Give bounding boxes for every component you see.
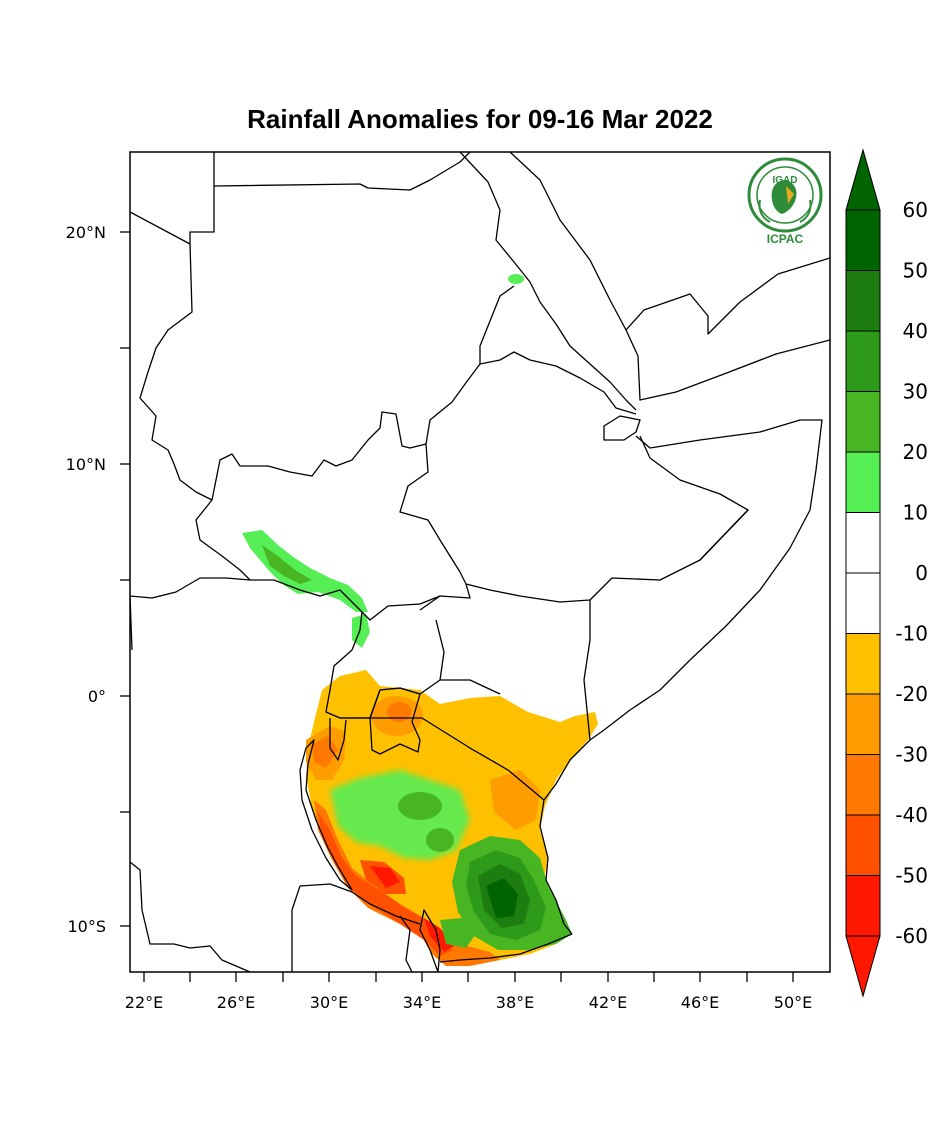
colorbar-label: 20 (903, 440, 928, 464)
colorbar-label: -20 (895, 682, 928, 706)
map-frame (129, 151, 831, 973)
colorbar-label: -40 (895, 803, 928, 827)
colorbar-label: 40 (903, 319, 928, 343)
logo-top-text: IGAD (773, 175, 798, 186)
colorbar-under-arrow (845, 935, 881, 998)
colorbar-segment (845, 572, 881, 634)
colorbar-label: 10 (903, 501, 928, 525)
anomaly-patch (318, 812, 452, 956)
map-title: Rainfall Anomalies for 09-16 Mar 2022 (247, 104, 713, 134)
lon-label: 42°E (589, 993, 627, 1012)
anomaly-patch (398, 792, 442, 820)
lon-label: 22°E (125, 993, 163, 1012)
anomaly-patch (508, 274, 524, 284)
colorbar-label: 50 (903, 259, 928, 283)
lat-label: 10°N (66, 455, 106, 474)
anomaly-patch (440, 918, 476, 948)
lon-label: 30°E (310, 993, 348, 1012)
colorbar-segment (845, 814, 881, 876)
colorbar-segment (845, 754, 881, 816)
anomaly-field (242, 274, 598, 966)
colorbar-label: 0 (915, 561, 928, 585)
lon-label: 38°E (496, 993, 534, 1012)
colorbar-labels: 60 50 40 30 20 10 0 -10 -20 -30 -40 -50 -60 (895, 198, 928, 948)
anomaly-patch (486, 878, 518, 918)
logo-bottom-text: ICPAC (767, 232, 804, 246)
colorbar-label: -50 (895, 864, 928, 888)
latitude-labels: 20°N 10°N 0° 10°S (66, 223, 106, 936)
axis-ticks (120, 231, 794, 982)
lat-label: 20°N (66, 223, 106, 242)
colorbar (845, 148, 881, 998)
colorbar-segment (845, 270, 881, 332)
country-borders (130, 152, 830, 972)
anomaly-patch (312, 736, 338, 768)
anomaly-patch (490, 770, 540, 830)
colorbar-segment (845, 330, 881, 392)
colorbar-segment (845, 512, 881, 574)
anomaly-patch (426, 828, 454, 852)
colorbar-segment (845, 633, 881, 695)
anomaly-patch (262, 545, 312, 584)
colorbar-segment (845, 693, 881, 755)
lon-label: 26°E (217, 993, 255, 1012)
colorbar-segment (845, 209, 881, 271)
colorbar-label: 30 (903, 380, 928, 404)
lon-label: 34°E (403, 993, 441, 1012)
anomaly-patch (370, 866, 400, 888)
colorbar-label: -30 (895, 743, 928, 767)
colorbar-label: -60 (895, 924, 928, 948)
colorbar-label: -10 (895, 622, 928, 646)
lon-label: 46°E (681, 993, 719, 1012)
icpac-logo: IGAD ICPAC (747, 157, 823, 246)
longitude-labels: 22°E 26°E 30°E 34°E 38°E 42°E 46°E 50°E (125, 993, 812, 1012)
colorbar-over-arrow (845, 148, 881, 211)
lat-label: 10°S (67, 917, 106, 936)
colorbar-segment (845, 875, 881, 937)
lat-label: 0° (88, 687, 106, 706)
colorbar-segment (845, 451, 881, 513)
colorbar-segment (845, 391, 881, 453)
lon-label: 50°E (774, 993, 812, 1012)
colorbar-label: 60 (903, 198, 928, 222)
anomaly-patch (387, 702, 411, 722)
